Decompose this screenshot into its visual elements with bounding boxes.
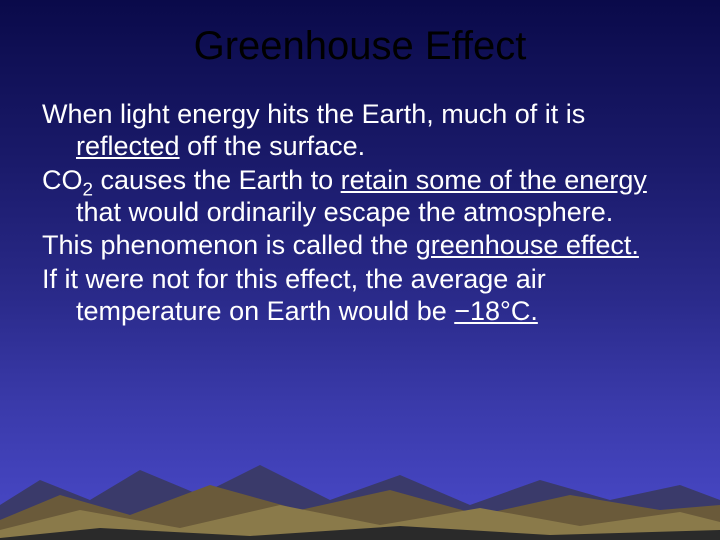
p4-underline: −18°C.	[454, 296, 538, 326]
mountain-decoration	[0, 450, 720, 540]
p2-text-a: CO	[42, 165, 83, 195]
paragraph-2: CO2 causes the Earth to retain some of t…	[42, 165, 678, 229]
p1-underline: reflected	[76, 131, 180, 161]
paragraph-4: If it were not for this effect, the aver…	[42, 264, 678, 328]
slide: Greenhouse Effect When light energy hits…	[0, 0, 720, 540]
p2-underline: retain some of the energy	[341, 165, 647, 195]
p3-underline: greenhouse effect.	[416, 230, 639, 260]
p2-text-b: causes the Earth to	[93, 165, 341, 195]
paragraph-1: When light energy hits the Earth, much o…	[42, 99, 678, 163]
p3-text-a: This phenomenon is called the	[42, 230, 416, 260]
p2-text-c: that would ordinarily escape the atmosph…	[76, 197, 613, 227]
p1-text-b: off the surface.	[180, 131, 366, 161]
p1-text-a: When light energy hits the Earth, much o…	[42, 99, 585, 129]
slide-body: When light energy hits the Earth, much o…	[0, 99, 720, 328]
paragraph-3: This phenomenon is called the greenhouse…	[42, 230, 678, 262]
slide-title: Greenhouse Effect	[0, 0, 720, 99]
